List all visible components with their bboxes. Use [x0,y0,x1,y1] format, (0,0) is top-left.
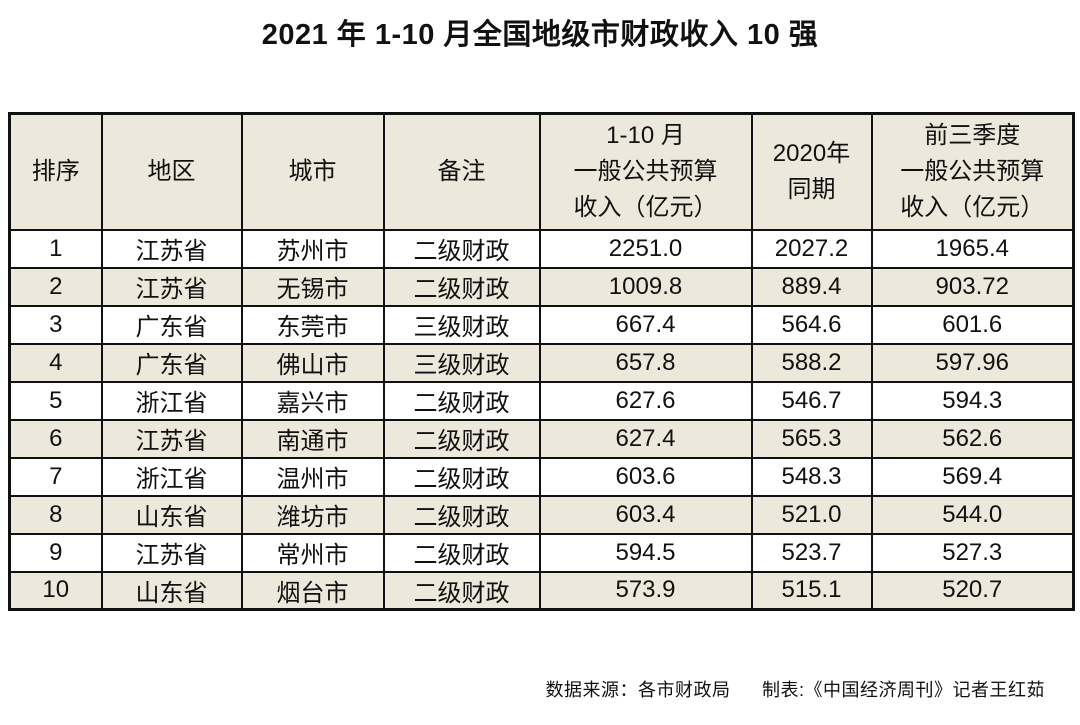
cell-note: 二级财政 [382,380,541,421]
table-row-9: 9 江苏省 常州市 二级财政 594.5 523.7 527.3 [8,532,1075,573]
cell-city: 苏州市 [240,228,385,269]
cell-rev_2021: 627.6 [538,380,753,421]
cell-rev_2021: 2251.0 [538,228,753,269]
table-header: 排序 地区 城市 备注 1-10 月一般公共预算 收入（亿元） 2020年 同期 前三季度 一般公… [8,112,1075,231]
cell-note: 二级财政 [382,418,541,459]
cell-rank: 7 [8,456,103,497]
table-body: 1 江苏省 苏州市 二级财政 2251.0 2027.2 1965.4 2 江苏省 无锡市 二级财政… [8,228,1075,611]
column-header-region: 地区 [100,112,243,231]
cell-rev_2020: 515.1 [750,570,873,611]
cell-note: 三级财政 [382,304,541,345]
table-row-5: 5 浙江省 嘉兴市 二级财政 627.6 546.7 594.3 [8,380,1075,421]
cell-rev_q3: 903.72 [870,266,1075,307]
cell-region: 山东省 [100,494,243,535]
cell-rev_2021: 1009.8 [538,266,753,307]
cell-rank: 3 [8,304,103,345]
table-row-6: 6 江苏省 南通市 二级财政 627.4 565.3 562.6 [8,418,1075,459]
cell-rank: 9 [8,532,103,573]
cell-rev_q3: 527.3 [870,532,1075,573]
cell-rev_q3: 520.7 [870,570,1075,611]
column-header-rev_q3: 前三季度 一般公共预算 收入（亿元） [870,112,1075,231]
cell-rev_2020: 2027.2 [750,228,873,269]
table-row-4: 4 广东省 佛山市 三级财政 657.8 588.2 597.96 [8,342,1075,383]
cell-city: 无锡市 [240,266,385,307]
table-row-2: 2 江苏省 无锡市 二级财政 1009.8 889.4 903.72 [8,266,1075,307]
cell-region: 广东省 [100,304,243,345]
table-row-3: 3 广东省 东莞市 三级财政 667.4 564.6 601.6 [8,304,1075,345]
cell-city: 佛山市 [240,342,385,383]
cell-city: 东莞市 [240,304,385,345]
cell-rev_2021: 667.4 [538,304,753,345]
credit-text: 制表:《中国经济周刊》记者王红茹 [762,680,1045,700]
fiscal-revenue-table: 排序 地区 城市 备注 1-10 月一般公共预算 收入（亿元） 2020年 同期 前三季度 一般公… [8,112,1075,611]
cell-rev_2020: 588.2 [750,342,873,383]
cell-note: 三级财政 [382,342,541,383]
column-header-city: 城市 [240,112,385,231]
cell-rev_2020: 546.7 [750,380,873,421]
cell-region: 江苏省 [100,266,243,307]
cell-city: 常州市 [240,532,385,573]
cell-rev_q3: 562.6 [870,418,1075,459]
cell-rank: 5 [8,380,103,421]
column-header-note: 备注 [382,112,541,231]
table-row-1: 1 江苏省 苏州市 二级财政 2251.0 2027.2 1965.4 [8,228,1075,269]
cell-region: 广东省 [100,342,243,383]
cell-rev_q3: 544.0 [870,494,1075,535]
cell-city: 嘉兴市 [240,380,385,421]
header-row: 排序 地区 城市 备注 1-10 月一般公共预算 收入（亿元） 2020年 同期 前三季度 一般公… [8,112,1075,231]
table-row-8: 8 山东省 潍坊市 二级财政 603.4 521.0 544.0 [8,494,1075,535]
cell-note: 二级财政 [382,456,541,497]
cell-rev_2021: 603.6 [538,456,753,497]
cell-rank: 10 [8,570,103,611]
cell-city: 南通市 [240,418,385,459]
page-title: 2021 年 1-10 月全国地级市财政收入 10 强 [261,19,819,51]
cell-rev_2020: 889.4 [750,266,873,307]
cell-rev_2021: 603.4 [538,494,753,535]
column-header-rev_2021: 1-10 月一般公共预算 收入（亿元） [538,112,753,231]
cell-region: 江苏省 [100,532,243,573]
cell-region: 江苏省 [100,228,243,269]
cell-note: 二级财政 [382,532,541,573]
cell-rev_q3: 594.3 [870,380,1075,421]
data-source-text: 数据来源：各市财政局 [545,680,731,700]
cell-region: 浙江省 [100,456,243,497]
cell-note: 二级财政 [382,266,541,307]
column-header-rev_2020: 2020年 同期 [750,112,873,231]
cell-city: 温州市 [240,456,385,497]
cell-rev_2021: 594.5 [538,532,753,573]
cell-rev_q3: 597.96 [870,342,1075,383]
cell-city: 潍坊市 [240,494,385,535]
cell-rank: 6 [8,418,103,459]
cell-note: 二级财政 [382,570,541,611]
cell-rank: 4 [8,342,103,383]
cell-rank: 8 [8,494,103,535]
table-footnote: 数据来源：各市财政局 制表:《中国经济周刊》记者王红茹 [545,676,1045,702]
cell-rev_q3: 1965.4 [870,228,1075,269]
column-header-rank: 排序 [8,112,103,231]
cell-region: 山东省 [100,570,243,611]
cell-rev_2020: 523.7 [750,532,873,573]
cell-rev_2021: 573.9 [538,570,753,611]
cell-rev_2020: 565.3 [750,418,873,459]
table-row-10: 10 山东省 烟台市 二级财政 573.9 515.1 520.7 [8,570,1075,611]
cell-rev_q3: 569.4 [870,456,1075,497]
cell-region: 浙江省 [100,380,243,421]
cell-rev_2020: 564.6 [750,304,873,345]
cell-rev_2020: 548.3 [750,456,873,497]
table-row-7: 7 浙江省 温州市 二级财政 603.6 548.3 569.4 [8,456,1075,497]
cell-rank: 2 [8,266,103,307]
cell-rank: 1 [8,228,103,269]
cell-rev_2021: 627.4 [538,418,753,459]
cell-region: 江苏省 [100,418,243,459]
cell-note: 二级财政 [382,494,541,535]
cell-rev_q3: 601.6 [870,304,1075,345]
cell-rev_2020: 521.0 [750,494,873,535]
cell-rev_2021: 657.8 [538,342,753,383]
cell-note: 二级财政 [382,228,541,269]
cell-city: 烟台市 [240,570,385,611]
